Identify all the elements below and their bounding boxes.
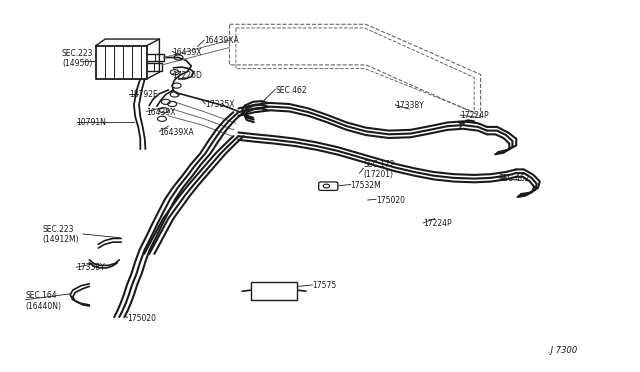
Text: SEC.223
(14912M): SEC.223 (14912M) [43,225,79,244]
Bar [251,282,297,300]
FancyBboxPatch shape [319,182,338,190]
Text: SEC.462: SEC.462 [499,174,530,183]
Text: 17224P: 17224P [460,111,489,121]
Text: SEC.172
(17201): SEC.172 (17201) [364,160,395,179]
Text: 16439XA: 16439XA [159,128,194,137]
Text: SEC.164
(16440N): SEC.164 (16440N) [26,292,61,311]
Text: SEC.462: SEC.462 [275,86,307,94]
Text: 10791N: 10791N [77,118,106,127]
Text: 17338Y: 17338Y [77,263,106,272]
Text: 17226D: 17226D [172,71,202,80]
Text: 16439XA: 16439XA [204,36,239,45]
Text: 175020: 175020 [127,314,157,323]
Text: 175020: 175020 [376,196,405,205]
Text: 16439X: 16439X [172,48,202,57]
Text: .J 7300: .J 7300 [548,346,577,355]
Text: 17532M: 17532M [351,181,381,190]
Text: SEC.223
(14950): SEC.223 (14950) [62,49,93,68]
Text: 16439X: 16439X [147,108,176,117]
Text: 18792E: 18792E [129,90,157,99]
Text: 17224P: 17224P [423,219,452,228]
Text: 17335X: 17335X [205,100,235,109]
Text: 17338Y: 17338Y [395,101,424,110]
Text: 17575: 17575 [312,281,337,290]
